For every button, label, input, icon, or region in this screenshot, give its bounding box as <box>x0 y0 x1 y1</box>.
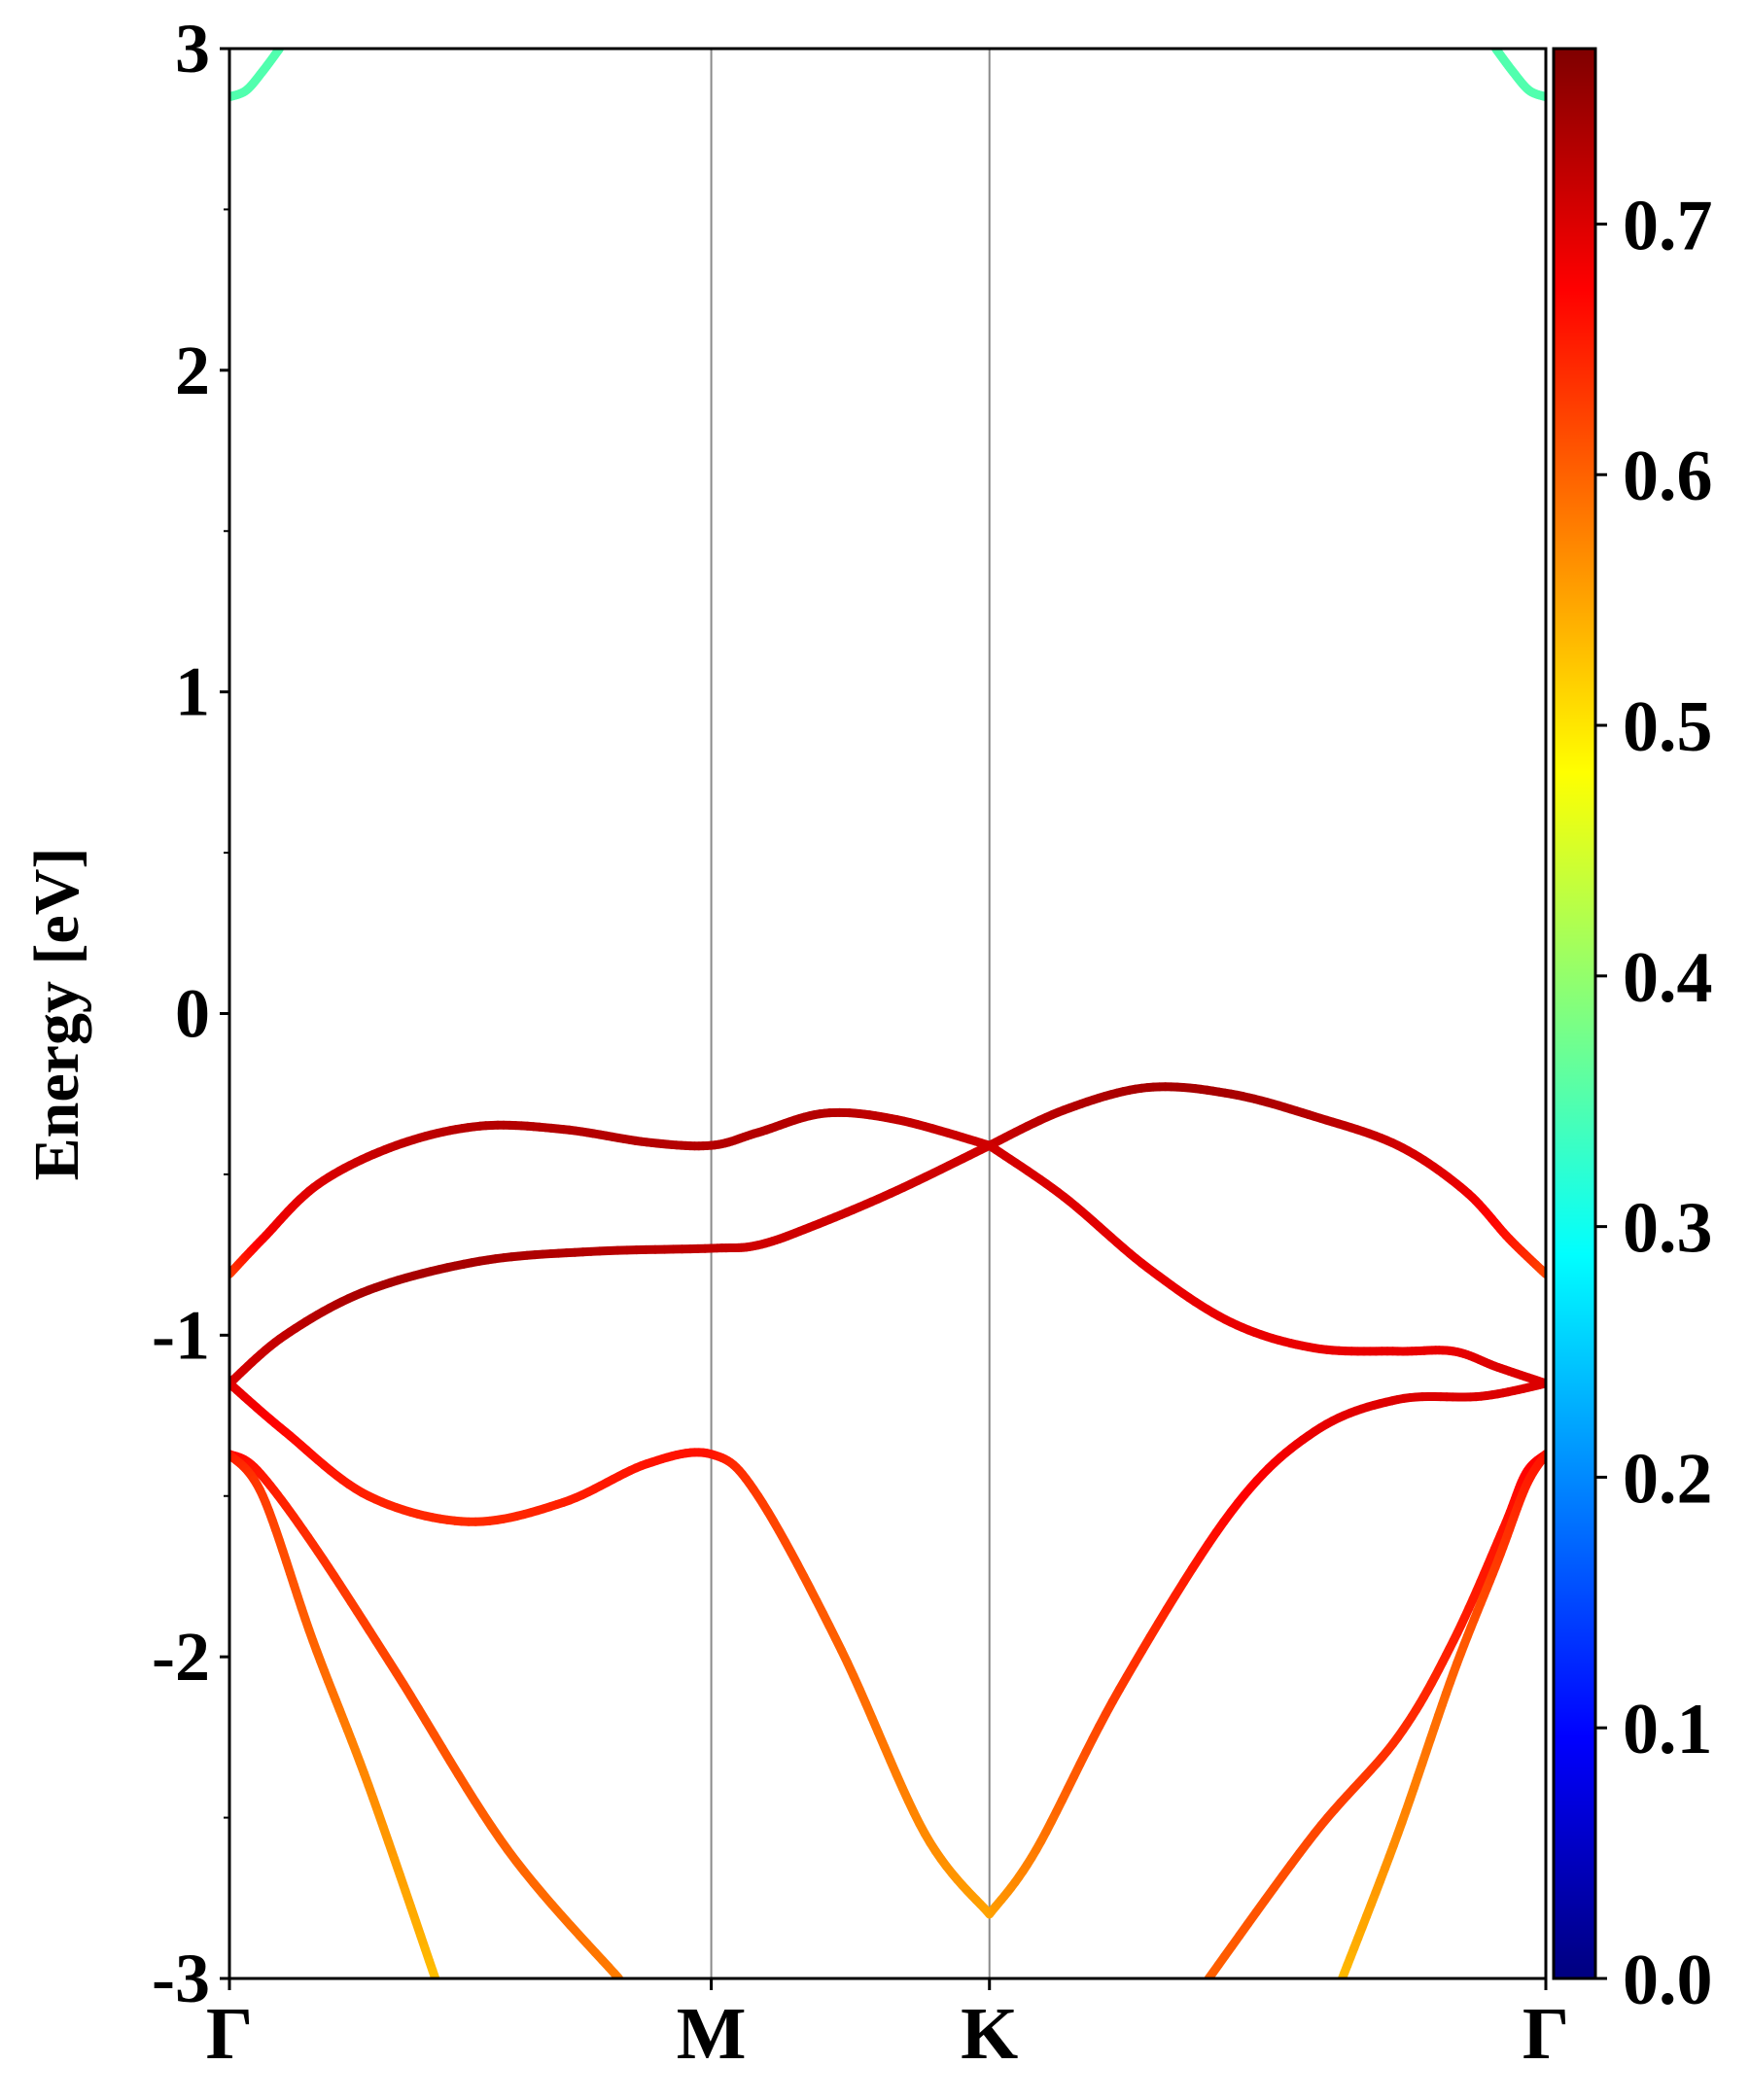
y-axis-label: Energy [eV] <box>21 848 92 1181</box>
band-1 <box>229 1107 995 1278</box>
colorbar-tick-label: 0.6 <box>1623 437 1713 516</box>
y-tick-label: -3 <box>152 1940 210 2017</box>
y-tick-label: 1 <box>175 653 210 731</box>
band-10 <box>1338 1450 1546 1978</box>
kpoint-label: M <box>677 1993 747 2075</box>
y-tick-label: -1 <box>152 1296 210 1374</box>
band-3 <box>229 1140 995 1388</box>
y-tick-label: -2 <box>152 1618 210 1696</box>
band-11 <box>229 49 285 102</box>
colorbar-tick-label: 0.0 <box>1623 1941 1713 2020</box>
colorbar-tick-label: 0.4 <box>1623 938 1713 1018</box>
colorbar-tick-label: 0.1 <box>1623 1690 1713 1769</box>
y-ticks: 3 2 1 0 -1 -2 -3 <box>152 10 229 2017</box>
band-5 <box>229 1379 995 1919</box>
kpoint-label: Γ <box>1522 1993 1569 2075</box>
band-6 <box>985 1379 1546 1919</box>
kpoint-label: Γ <box>206 1993 253 2075</box>
band-12 <box>1490 49 1546 102</box>
y-tick-label: 2 <box>175 332 210 409</box>
colorbar-tick-label: 0.2 <box>1623 1439 1713 1519</box>
colorbar-tick-label: 0.5 <box>1623 687 1713 767</box>
colorbar-tick-label: 0.3 <box>1623 1189 1713 1269</box>
colorbar <box>1552 47 1597 1980</box>
band-lines <box>229 49 1546 1978</box>
colorbar-tick-label: 0.7 <box>1623 186 1713 265</box>
plot-frame <box>228 47 1548 1980</box>
band-2 <box>985 1082 1546 1278</box>
band-8 <box>229 1450 440 1978</box>
band-7 <box>229 1450 624 1978</box>
band-4 <box>985 1140 1546 1388</box>
kpath-dividers <box>710 49 991 1978</box>
y-tick-label: 3 <box>175 10 210 88</box>
colorbar-ticks: 0.0 0.1 0.2 0.3 0.4 0.5 0.6 0.7 <box>1595 186 1713 2020</box>
y-tick-label: 0 <box>175 975 210 1053</box>
kpoint-label: K <box>961 1993 1018 2075</box>
